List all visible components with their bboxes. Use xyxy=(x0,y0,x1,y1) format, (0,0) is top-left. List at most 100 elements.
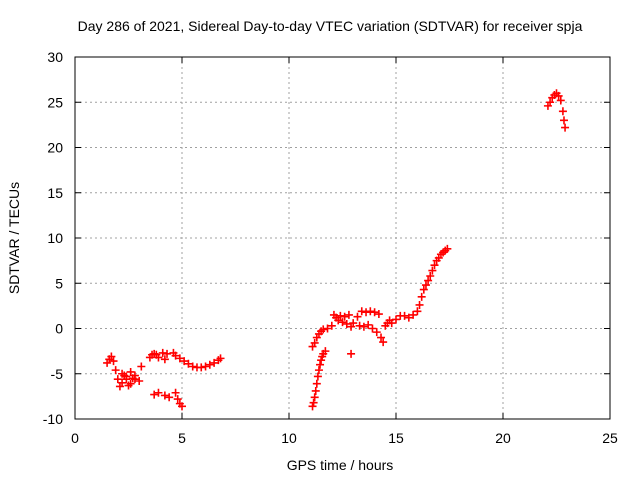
data-point xyxy=(180,357,189,366)
data-point xyxy=(327,321,336,330)
data-point xyxy=(317,356,326,365)
data-point xyxy=(216,354,225,363)
data-point xyxy=(342,319,351,328)
data-point xyxy=(184,359,193,368)
data-point xyxy=(372,328,381,337)
data-point xyxy=(205,360,214,369)
data-point xyxy=(374,310,383,319)
data-point xyxy=(135,376,144,385)
grid-lines xyxy=(75,57,610,419)
data-point xyxy=(404,313,413,322)
data-point xyxy=(314,366,323,375)
data-point xyxy=(310,338,319,347)
data-point xyxy=(546,98,555,107)
data-point xyxy=(188,362,197,371)
data-point xyxy=(400,311,409,320)
data-point xyxy=(316,360,325,369)
data-point xyxy=(344,310,353,319)
data-point xyxy=(154,353,163,362)
data-point xyxy=(336,311,345,320)
data-point xyxy=(118,369,127,378)
y-tick-label: 20 xyxy=(47,140,63,156)
data-point xyxy=(109,357,118,366)
data-point xyxy=(309,398,318,407)
data-point xyxy=(178,402,186,411)
data-point xyxy=(312,379,321,388)
x-tick-label: 15 xyxy=(388,430,404,446)
data-point xyxy=(313,372,322,381)
data-point xyxy=(107,352,116,361)
data-point xyxy=(357,307,366,316)
data-point xyxy=(364,320,373,329)
y-tick-label: -5 xyxy=(51,366,64,382)
data-point xyxy=(210,358,219,367)
data-point xyxy=(443,244,452,253)
data-point xyxy=(556,96,565,105)
data-point xyxy=(558,107,567,116)
data-point xyxy=(158,348,167,357)
data-point xyxy=(163,349,172,358)
data-point xyxy=(366,307,375,316)
data-point xyxy=(165,393,174,402)
data-point xyxy=(355,321,364,330)
data-point xyxy=(417,292,426,301)
data-point xyxy=(160,355,169,364)
y-tick-label: 15 xyxy=(47,185,63,201)
data-point xyxy=(201,362,210,371)
data-point xyxy=(323,324,332,333)
data-point xyxy=(154,388,163,397)
data-point xyxy=(430,261,439,270)
data-point xyxy=(409,310,418,319)
data-point xyxy=(137,362,146,371)
data-point xyxy=(175,354,184,363)
data-point xyxy=(428,266,437,275)
data-point xyxy=(426,272,435,281)
data-point xyxy=(338,318,347,327)
data-point xyxy=(340,312,349,321)
data-point xyxy=(118,378,127,387)
data-point xyxy=(419,285,428,294)
data-point xyxy=(310,393,319,402)
data-point xyxy=(359,322,368,331)
data-point xyxy=(392,315,400,324)
data-point xyxy=(415,300,424,309)
chart-title: Day 286 of 2021, Sidereal Day-to-day VTE… xyxy=(78,18,583,34)
data-point xyxy=(311,386,320,395)
data-point xyxy=(561,123,570,132)
data-point xyxy=(353,312,362,321)
data-point xyxy=(387,319,396,328)
data-point xyxy=(122,372,131,381)
data-point xyxy=(379,338,388,347)
x-tick-label: 5 xyxy=(178,430,186,446)
data-point xyxy=(308,402,317,411)
y-tick-label: 10 xyxy=(47,230,63,246)
y-tick-label: 25 xyxy=(47,94,63,110)
data-point xyxy=(126,367,135,376)
data-point xyxy=(349,319,358,328)
x-tick-label: 0 xyxy=(71,430,79,446)
data-point xyxy=(334,316,343,325)
data-point xyxy=(111,366,120,375)
x-tick-label: 25 xyxy=(602,430,618,446)
data-point xyxy=(424,276,433,285)
data-point xyxy=(559,116,568,125)
data-points xyxy=(103,89,570,411)
data-point xyxy=(150,390,159,399)
data-point xyxy=(362,308,371,317)
data-point xyxy=(321,347,330,356)
data-point xyxy=(421,281,430,290)
y-tick-label: -10 xyxy=(43,411,63,427)
y-tick-label: 30 xyxy=(47,49,63,65)
data-point xyxy=(126,379,135,388)
data-point xyxy=(171,351,180,360)
data-point xyxy=(113,375,122,384)
data-point xyxy=(554,91,563,100)
y-tick-label: 0 xyxy=(55,321,63,337)
data-point xyxy=(413,307,422,316)
data-point xyxy=(319,325,328,334)
data-point xyxy=(347,349,356,358)
data-point xyxy=(130,375,139,384)
data-point xyxy=(197,363,206,372)
x-tick-label: 20 xyxy=(495,430,511,446)
